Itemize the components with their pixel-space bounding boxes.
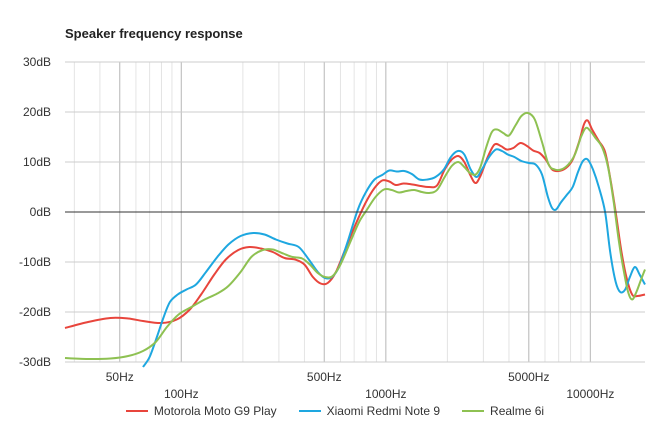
y-tick-label: -20dB: [19, 305, 51, 319]
x-axis-labels: 50Hz 100Hz 500Hz 1000Hz 5000Hz 10000Hz: [106, 370, 615, 401]
legend-label: Motorola Moto G9 Play: [153, 404, 277, 419]
legend-item[interactable]: Realme 6i: [462, 403, 544, 418]
x-tick-label: 1000Hz: [365, 387, 406, 400]
chart-title: Speaker frequency response: [65, 26, 243, 41]
legend-label: Xiaomi Redmi Note 9: [326, 404, 441, 419]
series-lines: [64, 111, 646, 368]
y-tick-label: 0dB: [30, 205, 51, 219]
y-axis-labels: 30dB 20dB 10dB 0dB -10dB -20dB -30dB: [19, 55, 51, 369]
x-tick-label: 500Hz: [307, 370, 342, 384]
y-tick-label: -10dB: [19, 255, 51, 269]
y-tick-label: -30dB: [19, 355, 51, 369]
y-tick-label: 30dB: [23, 55, 51, 69]
y-tick-label: 10dB: [23, 155, 51, 169]
series-line-0: [64, 119, 646, 329]
y-tick-label: 20dB: [23, 105, 51, 119]
legend: Motorola Moto G9 Play Xiaomi Redmi Note 9…: [0, 403, 670, 418]
frequency-response-chart: 30dB 20dB 10dB 0dB -10dB -20dB -30dB 50Hz 100Hz…: [19, 55, 646, 401]
x-tick-label: 50Hz: [106, 370, 134, 384]
series-line-1: [142, 148, 646, 368]
legend-item[interactable]: Motorola Moto G9 Play: [125, 403, 277, 419]
x-tick-label: 100Hz: [164, 387, 199, 400]
series-line-2: [64, 111, 646, 361]
legend-label: Realme 6i: [490, 404, 545, 419]
x-tick-label: 5000Hz: [508, 370, 549, 384]
legend-swatch: [125, 410, 148, 413]
legend-swatch: [298, 410, 321, 413]
x-tick-label: 10000Hz: [566, 387, 614, 400]
legend-swatch: [462, 410, 485, 413]
legend-item[interactable]: Xiaomi Redmi Note 9: [298, 403, 441, 419]
